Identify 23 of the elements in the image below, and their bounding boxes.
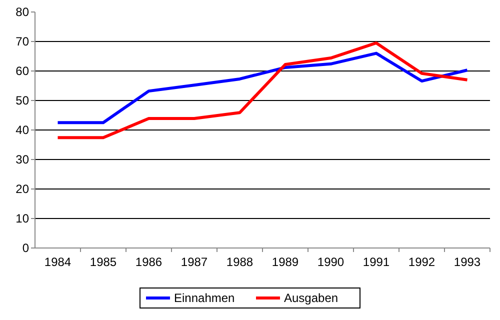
y-tick-label: 30 [16,152,30,167]
x-tick-label: 1991 [362,255,390,269]
x-tick-label: 1984 [44,255,72,269]
line-series [56,52,469,124]
line-series [56,41,469,140]
legend-label: Ausgaben [284,291,338,306]
x-tick-label: 1985 [90,255,117,269]
x-tick-label: 1988 [226,255,254,269]
x-tick-label: 1987 [180,255,208,269]
y-tick-label: 10 [16,212,30,226]
y-tick-label: 60 [16,64,30,78]
y-tick-label: 80 [16,5,30,20]
x-tick-label: 1986 [135,255,162,269]
x-tick-label: 1992 [408,255,436,269]
x-tick-label: 1993 [454,255,481,269]
y-tick-label: 20 [16,182,30,196]
y-tick-label: 50 [16,94,30,108]
legend-label: Einnahmen [174,291,235,306]
x-tick-label: 1989 [272,255,299,269]
y-tick-label: 0 [22,241,30,256]
x-tick-label: 1990 [317,255,344,269]
y-tick-label: 70 [16,34,30,49]
y-tick-label: 40 [16,123,30,138]
